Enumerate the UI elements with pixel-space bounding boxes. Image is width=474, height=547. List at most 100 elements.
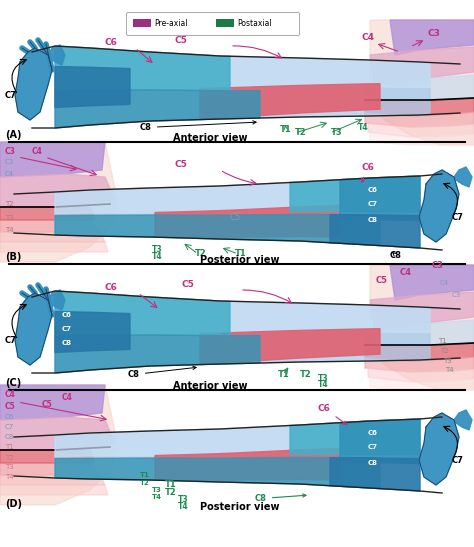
Polygon shape [365,320,474,347]
Text: T1: T1 [280,125,292,134]
Polygon shape [55,419,420,457]
Polygon shape [370,20,474,145]
Text: C8: C8 [140,121,256,132]
Polygon shape [370,292,474,330]
Text: Postaxial: Postaxial [237,19,272,28]
Text: C5: C5 [175,160,188,169]
Polygon shape [48,45,65,65]
Polygon shape [200,84,380,120]
Polygon shape [0,142,118,262]
Text: C8: C8 [128,366,196,379]
Text: C5: C5 [376,276,388,285]
Text: C7: C7 [5,424,14,430]
Text: C4: C4 [362,33,375,42]
Text: C6: C6 [318,404,347,424]
Text: C6: C6 [62,312,72,318]
Polygon shape [290,419,420,455]
Polygon shape [0,385,118,505]
Polygon shape [390,20,474,55]
Polygon shape [0,207,95,220]
Text: C4: C4 [62,393,73,402]
Text: C8: C8 [368,460,378,466]
Polygon shape [370,377,474,390]
Polygon shape [55,214,380,246]
Text: T2: T2 [300,370,312,379]
Text: (B): (B) [5,252,21,262]
Polygon shape [365,357,474,372]
Polygon shape [365,112,474,127]
Text: T1: T1 [438,338,447,344]
Polygon shape [55,291,430,373]
Polygon shape [454,410,472,430]
Polygon shape [55,176,420,248]
Text: C4: C4 [400,268,412,277]
Text: C7: C7 [368,444,378,450]
Text: C6: C6 [105,283,118,292]
Polygon shape [340,419,420,464]
Polygon shape [340,176,420,220]
Polygon shape [0,417,115,450]
Polygon shape [0,475,105,485]
Polygon shape [365,98,474,116]
Text: (D): (D) [5,499,22,509]
Text: T2: T2 [195,249,207,258]
Text: T3: T3 [5,464,14,470]
Polygon shape [370,47,474,85]
Text: T1: T1 [5,444,14,450]
Polygon shape [55,67,130,108]
Text: C6: C6 [5,414,14,420]
Text: Posterior view: Posterior view [200,255,280,265]
Text: C4: C4 [5,390,16,399]
Polygon shape [419,413,459,485]
Polygon shape [55,457,380,488]
Polygon shape [55,335,260,373]
Text: C4: C4 [5,171,14,177]
Polygon shape [0,242,108,252]
FancyBboxPatch shape [127,13,300,36]
Polygon shape [55,90,260,128]
Text: C4: C4 [32,147,43,156]
Polygon shape [419,170,459,242]
Polygon shape [55,46,230,91]
Text: T4: T4 [358,123,369,132]
Text: T1: T1 [235,249,247,258]
Polygon shape [370,265,474,390]
Polygon shape [0,385,105,420]
Polygon shape [0,174,115,207]
Polygon shape [155,205,340,237]
Bar [133,19,151,27]
Text: (C): (C) [5,378,21,388]
Polygon shape [55,311,130,352]
Text: C6: C6 [105,38,118,47]
Text: T4: T4 [152,494,162,500]
Text: T3: T3 [152,487,162,493]
Text: C7: C7 [368,201,378,207]
Text: C5: C5 [175,36,188,45]
Polygon shape [0,142,105,177]
Text: Pre-axial: Pre-axial [154,19,188,28]
Text: C8: C8 [368,217,378,223]
Text: C5: C5 [42,400,53,409]
Polygon shape [48,290,65,310]
Text: T1: T1 [140,472,150,478]
Text: T1: T1 [165,480,177,489]
Text: C5: C5 [182,280,195,289]
Text: C6: C6 [368,430,378,436]
Polygon shape [368,368,474,382]
Text: T2: T2 [165,488,177,497]
Text: C3: C3 [428,29,441,38]
Polygon shape [0,463,100,475]
Text: C8: C8 [62,340,72,346]
Polygon shape [0,485,108,495]
Text: C5: C5 [5,402,16,411]
Polygon shape [55,176,420,213]
Text: C6: C6 [362,163,375,182]
Polygon shape [55,419,420,491]
Text: C6: C6 [368,187,378,193]
Polygon shape [368,123,474,137]
Polygon shape [390,265,474,300]
Polygon shape [0,450,95,463]
Text: T3: T3 [318,374,328,383]
Text: T4: T4 [152,252,163,261]
Text: T3: T3 [443,358,452,364]
